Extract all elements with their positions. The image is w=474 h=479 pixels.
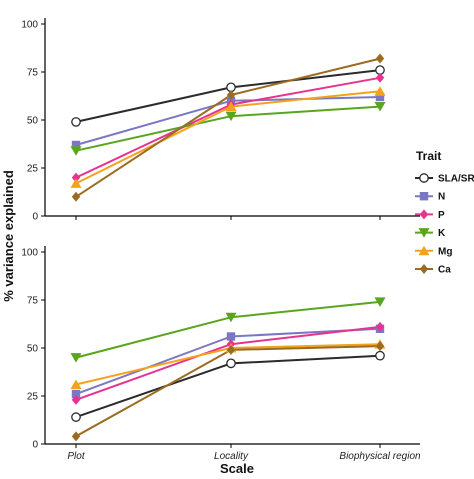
legend-marker-p [419, 209, 429, 220]
y-tick-label: 100 [21, 20, 38, 31]
bottom-point-n-plot [71, 389, 81, 399]
y-tick-label: 50 [27, 344, 39, 355]
bottom-point-p-plot [71, 394, 81, 405]
legend-marker-ca [419, 264, 429, 274]
legend-marker-n [419, 192, 429, 201]
bottom-point-ca-biophysical-region [375, 341, 385, 352]
top-point-ca-plot [71, 191, 81, 202]
legend: Trait SLA/SRL NPK Mg Ca [415, 149, 474, 276]
y-tick-label: 75 [27, 296, 39, 307]
top-point-sla-srl-plot [71, 117, 81, 127]
y-tick-label: 50 [27, 116, 39, 127]
top-point-k-biophysical-region [374, 102, 386, 112]
y-axis-label: % variance explained [1, 170, 16, 302]
y-tick-label: 100 [21, 248, 38, 259]
top-point-ca-locality [226, 90, 236, 101]
bottom-point-k-biophysical-region [374, 297, 386, 307]
legend-marker-sla-srl [419, 173, 429, 183]
top-point-n-biophysical-region [375, 92, 385, 102]
y-tick-label: 25 [27, 164, 39, 175]
top-point-mg-locality [225, 101, 237, 112]
legend-label-k: K [438, 228, 446, 239]
top-point-k-plot [70, 146, 82, 156]
x-axis-label: Scale [220, 461, 254, 476]
bottom-point-sla-srl-locality [226, 358, 236, 369]
legend-marker-mg [418, 245, 430, 256]
bottom-point-ca-plot [71, 431, 81, 442]
legend-label-mg: Mg [438, 246, 452, 257]
legend-marker-k [418, 228, 430, 238]
x-tick-labels: Plot Locality Biophysical region [67, 451, 421, 462]
y-tick-label: 0 [32, 440, 38, 451]
top-series-line-ca [75, 57, 381, 198]
x-tick-label-biophysical-region: Biophysical region [339, 451, 421, 462]
x-tick-label-plot: Plot [67, 451, 85, 462]
legend-label-ca: Ca [438, 265, 451, 276]
top-point-mg-plot [70, 178, 82, 188]
top-panel: 0 25 50 75 100 [21, 18, 420, 223]
bottom-point-mg-plot [70, 379, 82, 389]
y-tick-label: 25 [27, 392, 39, 403]
y-tick-label: 0 [32, 212, 38, 223]
bottom-point-sla-srl-plot [71, 412, 81, 422]
legend-label-n: N [438, 192, 445, 203]
bottom-point-sla-srl-biophysical-region [375, 350, 385, 361]
bottom-point-k-locality [225, 312, 237, 323]
bottom-point-k-plot [70, 353, 82, 363]
bottom-panel: 0 25 50 75 100 [21, 246, 420, 451]
bottom-point-n-locality [226, 332, 236, 341]
bottom-point-p-biophysical-region [375, 321, 385, 332]
top-point-p-plot [71, 172, 81, 183]
top-point-ca-biophysical-region [375, 53, 385, 64]
top-series-line-p [75, 76, 381, 179]
top-point-mg-biophysical-region [374, 86, 386, 96]
x-tick-label-locality: Locality [214, 451, 249, 462]
top-point-p-biophysical-region [375, 72, 385, 83]
legend-title: Trait [416, 149, 441, 163]
legend-label-sla-srl: SLA/SRL [438, 174, 474, 185]
y-tick-label: 75 [27, 68, 39, 79]
bottom-point-ca-locality [226, 344, 236, 355]
legend-label-p: P [438, 210, 445, 221]
top-point-n-plot [71, 140, 81, 150]
top-point-k-locality [225, 111, 237, 122]
